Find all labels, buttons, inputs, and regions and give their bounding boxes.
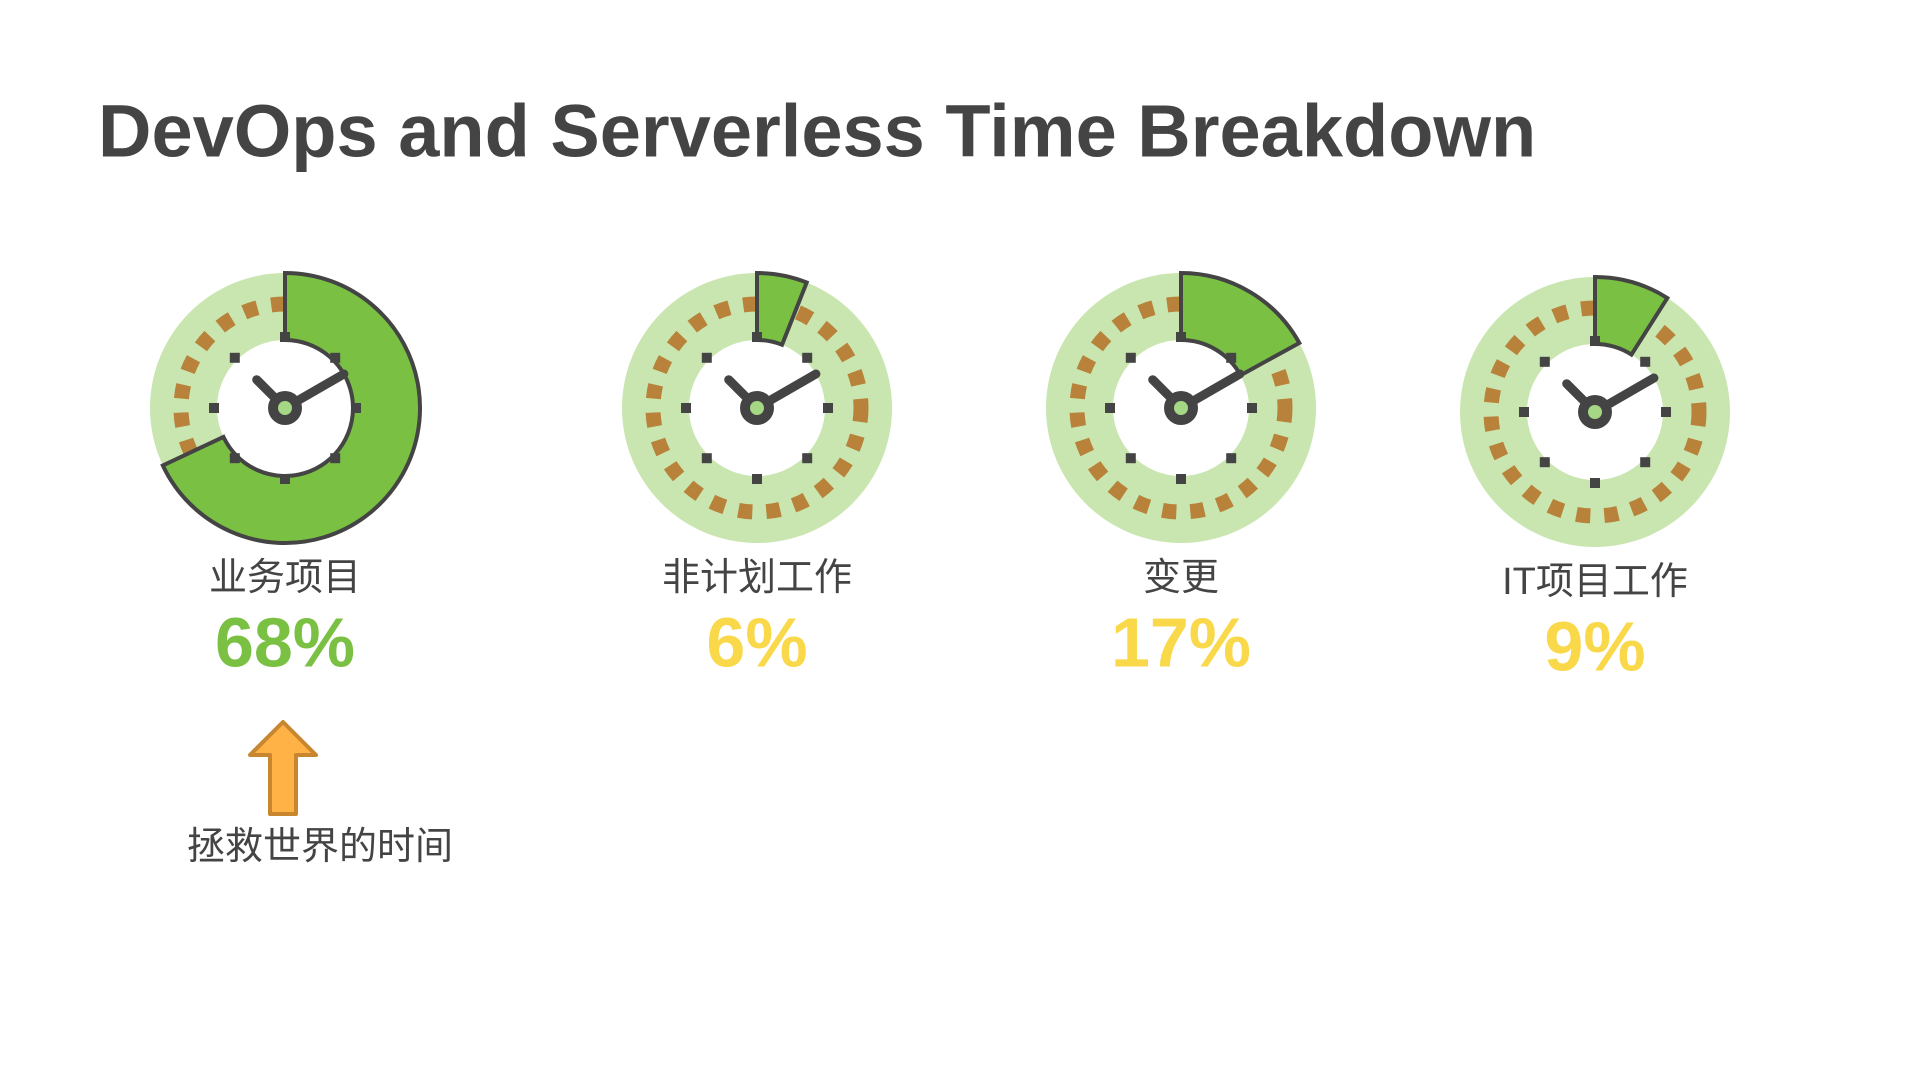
gauge: [1460, 274, 1730, 547]
clock-tick: [1539, 356, 1550, 367]
clock-tick: [229, 352, 240, 363]
clock-tick: [1247, 403, 1257, 413]
clock-tick: [330, 352, 341, 363]
value-label: 9%: [1544, 607, 1645, 685]
clock-tick: [280, 332, 290, 342]
clock-tick: [1125, 453, 1136, 464]
clock-tick: [1176, 474, 1186, 484]
clock-tick: [802, 453, 813, 464]
clock-tick: [1640, 457, 1651, 468]
value-label: 68%: [215, 603, 355, 681]
clock-tick: [229, 453, 240, 464]
clock-tick: [1640, 356, 1651, 367]
clock-tick: [681, 403, 691, 413]
clock-tick: [1125, 352, 1136, 363]
clock-tick: [1226, 352, 1237, 363]
clock-tick: [802, 352, 813, 363]
clock-tick: [1661, 407, 1671, 417]
clock-tick: [1539, 457, 1550, 468]
clock-tick: [209, 403, 219, 413]
category-label: 变更: [1143, 557, 1219, 599]
clock-tick: [701, 453, 712, 464]
clock-tick: [752, 332, 762, 342]
arrow: [248, 720, 318, 816]
gauge-wedge: [1593, 274, 1671, 358]
clock-tick: [823, 403, 833, 413]
clock-tick: [1590, 478, 1600, 488]
gauge: [1046, 270, 1316, 543]
clock-tick: [752, 474, 762, 484]
clock-tick: [1105, 403, 1115, 413]
gauge: [150, 270, 422, 545]
hub-dot: [1174, 401, 1188, 415]
clock-tick: [1226, 453, 1237, 464]
chart-title: DevOps and Serverless Time Breakdown: [98, 90, 1536, 173]
category-label: 业务项目: [209, 557, 361, 599]
hub-dot: [1588, 405, 1602, 419]
hub-dot: [750, 401, 764, 415]
clock-tick: [1176, 332, 1186, 342]
annotation: 拯救世界的时间: [187, 826, 453, 868]
clock-tick: [330, 453, 341, 464]
category-label: 非计划工作: [662, 557, 852, 599]
clock-tick: [1519, 407, 1529, 417]
gauge: [622, 270, 892, 543]
gauge-wedge: [1179, 270, 1303, 378]
clock-tick: [1590, 336, 1600, 346]
clock-tick: [351, 403, 361, 413]
clock-tick: [280, 474, 290, 484]
hub-dot: [278, 401, 292, 415]
value-label: 6%: [706, 603, 807, 681]
category-label: IT项目工作: [1502, 561, 1688, 603]
value-label: 17%: [1111, 603, 1251, 681]
clock-tick: [701, 352, 712, 363]
